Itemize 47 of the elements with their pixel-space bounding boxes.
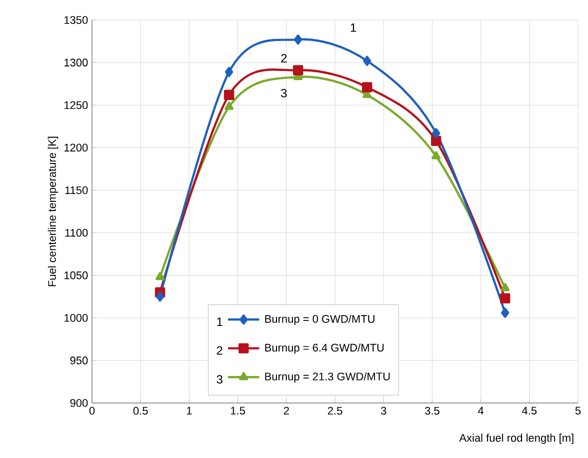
point [224,90,234,100]
point [224,66,234,78]
y-tick-label: 1050 [64,271,88,280]
y-tick-label: 1200 [64,144,88,152]
x-tick-label: 2.5 [328,406,342,415]
point [156,292,164,302]
point [224,102,234,110]
x-tick-label: 0 [89,406,95,415]
y-tick-label: 1250 [64,101,88,110]
point [500,283,510,292]
text: 3 [216,375,222,384]
x-tick-label: 2 [284,406,289,415]
point [432,151,441,160]
y-tick-label: 1350 [64,16,88,24]
point [362,82,372,92]
x-axis-title: Axial fuel rod length [m] [459,434,574,444]
x-tick-label: 4.5 [522,406,537,415]
y-axis-title: Fuel centerline temperature [K] [48,136,58,286]
annotation: 1 [350,23,356,32]
x-tick-label: 1 [186,406,192,414]
x-tick-label: 3.5 [424,406,440,415]
x-tick-label: 5 [575,406,581,415]
y-tick-label: 1150 [65,186,88,194]
point [362,56,372,66]
point [294,34,302,45]
annotation: 3 [280,88,287,98]
x-tick-label: 4 [478,406,484,414]
y-tick-label: 1100 [65,228,88,237]
point [292,65,304,76]
y-tick-label: 950 [70,356,88,364]
point [500,293,510,304]
y-tick-label: 900 [70,399,88,407]
y-tick-label: 1000 [64,314,88,322]
point [432,128,440,138]
x-tick-label: 3 [380,406,386,415]
legend-label: Burnup = 0 GWD/MTU [265,314,374,325]
y-tick-label: 1300 [64,58,88,66]
annotation: 2 [281,54,287,62]
text: 1 [217,318,222,326]
point [501,308,510,318]
point [430,136,442,146]
text: 2 [216,346,222,355]
point [155,272,165,280]
x-tick-label: 0.5 [133,406,148,415]
legend-label: Burnup = 6.4 GWD/MTU [265,343,384,354]
x-tick-label: 1.5 [231,406,245,415]
legend-label: Burnup = 21.3 GWD/MTU [265,372,390,383]
